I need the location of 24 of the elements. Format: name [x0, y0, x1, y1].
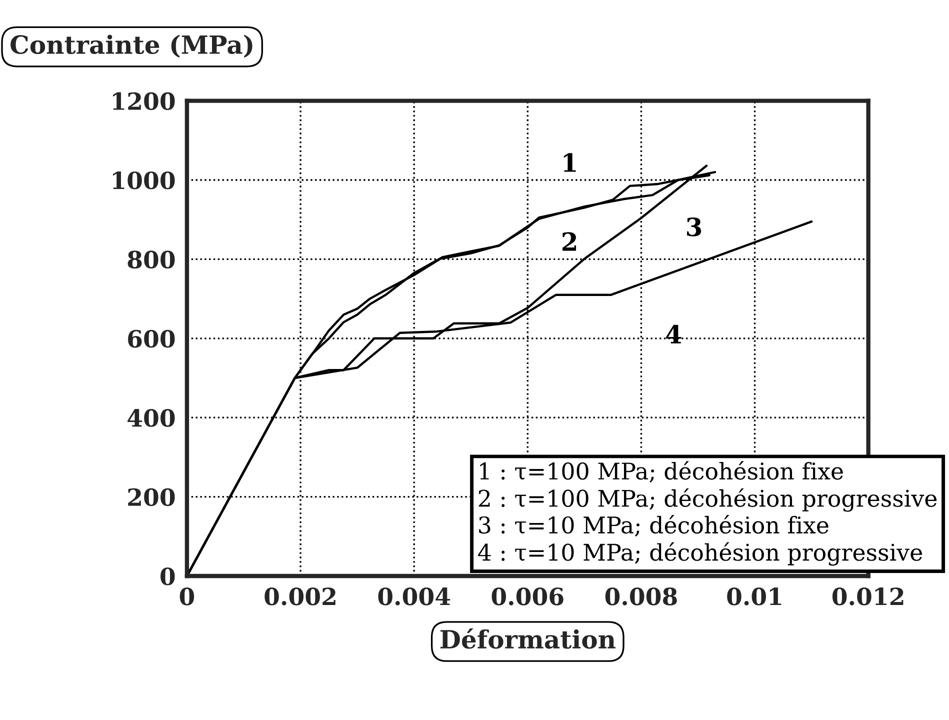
y-tick-label: 400 — [128, 409, 175, 427]
x-tick-label: 0.006 — [492, 588, 564, 606]
x-tick-label: 0.008 — [605, 588, 677, 606]
x-tick-label: 0.01 — [727, 588, 782, 606]
series-label: 1 — [564, 153, 576, 172]
y-tick-label: 600 — [128, 330, 175, 348]
y-tick-label: 200 — [128, 488, 175, 506]
y-tick-label: 800 — [128, 250, 175, 269]
x-tick-label: 0 — [180, 588, 194, 606]
annotation: 1 : τ=100 MPa; décohésion fixe — [480, 461, 843, 483]
series-label: 2 — [562, 232, 576, 251]
annotation: 3 : τ=10 MPa; décohésion fixe — [479, 515, 828, 536]
x-tick-label: 0.004 — [378, 588, 450, 606]
y-tick-label: 1000 — [113, 171, 175, 190]
y-axis-title: Contrainte (MPa) — [10, 34, 252, 58]
annotation: 4 : τ=10 MPa; décohésion progressive — [478, 542, 922, 566]
y-tick-label: 1200 — [113, 92, 175, 110]
series-label: 3 — [687, 217, 702, 236]
annotation: 2 : τ=100 MPa; décohésion progressive — [478, 488, 937, 512]
y-tick-label: 0 — [160, 567, 175, 586]
series-label: 4 — [666, 324, 682, 344]
x-tick-label: 0.002 — [264, 588, 336, 606]
x-tick-label: 0.012 — [832, 588, 904, 606]
x-axis-title: Déformation — [440, 628, 616, 649]
